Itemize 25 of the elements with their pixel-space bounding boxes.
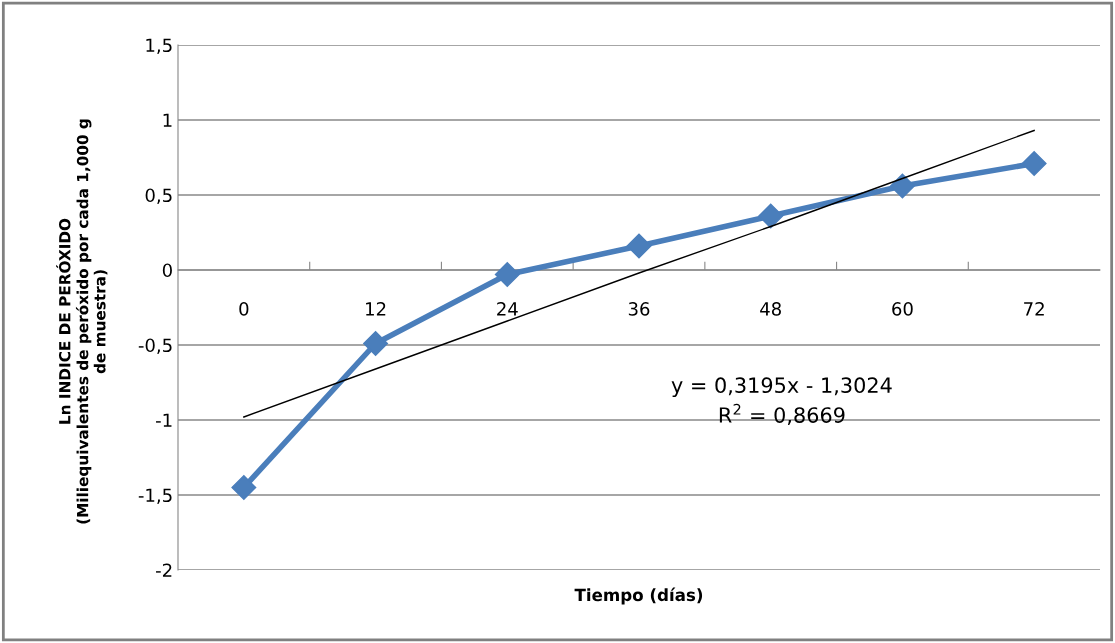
x-tick-label: 24 xyxy=(497,302,518,316)
y-axis-title: Ln INDICE DE PERÓXIDO (Miliequivalentes de peróxido por cada 1,000 g de muestra) xyxy=(56,119,108,524)
point xyxy=(626,233,652,259)
point xyxy=(1021,151,1047,176)
y-tick-label: -1,5 xyxy=(138,488,172,504)
x-tick-label: 0 xyxy=(239,302,249,316)
y-tick-label: 1,5 xyxy=(146,38,172,54)
x-tick-label: 12 xyxy=(366,302,386,316)
y-tick-label: -2 xyxy=(156,563,172,577)
point xyxy=(758,203,784,229)
annotation: y = 0,3195x - 1,3024 R$^{2}$ = 0,8669 xyxy=(671,377,892,426)
y-tick-label: 0 xyxy=(162,263,172,278)
point xyxy=(889,173,915,199)
point xyxy=(494,262,520,287)
y-tick-label: -1 xyxy=(156,413,172,427)
point xyxy=(231,475,257,500)
y-tick-label: 1 xyxy=(163,113,172,127)
x-axis-title: Tiempo (días) xyxy=(574,587,703,605)
x-tick-label: 60 xyxy=(892,302,913,316)
y-tick-label: -0,5 xyxy=(138,338,172,354)
x-tick-label: 36 xyxy=(628,302,650,316)
y-tick-label: 0,5 xyxy=(145,188,172,204)
point xyxy=(363,331,389,356)
x-tick-label: 48 xyxy=(760,302,781,316)
x-tick-label: 72 xyxy=(1024,302,1044,316)
